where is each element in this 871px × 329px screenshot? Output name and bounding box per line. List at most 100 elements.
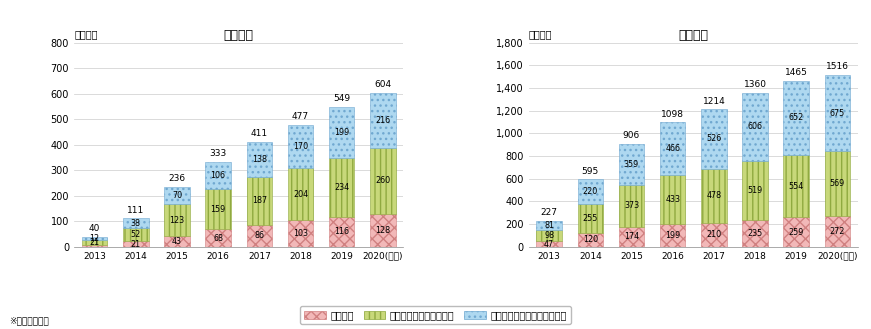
- Bar: [783, 217, 809, 247]
- Text: 106: 106: [211, 171, 226, 180]
- Text: 549: 549: [333, 94, 350, 103]
- Text: 433: 433: [665, 195, 680, 204]
- Text: 199: 199: [334, 128, 349, 137]
- Bar: [165, 187, 190, 204]
- Bar: [370, 214, 395, 247]
- Bar: [246, 142, 272, 177]
- Text: 170: 170: [293, 142, 308, 151]
- Text: 478: 478: [706, 191, 721, 200]
- Text: 116: 116: [334, 227, 349, 237]
- Bar: [370, 148, 395, 214]
- Text: 68: 68: [213, 234, 223, 242]
- Bar: [287, 125, 314, 168]
- Bar: [123, 241, 149, 247]
- Text: 1360: 1360: [744, 80, 766, 89]
- Bar: [618, 185, 645, 227]
- Bar: [537, 230, 562, 241]
- Bar: [329, 217, 354, 247]
- Text: 606: 606: [747, 122, 762, 132]
- Text: 1098: 1098: [661, 110, 684, 119]
- Bar: [701, 109, 726, 169]
- Text: （万台）: （万台）: [529, 29, 552, 39]
- Text: （万台）: （万台）: [74, 29, 98, 39]
- Text: ※法人市場含む: ※法人市場含む: [9, 317, 49, 326]
- Text: 138: 138: [252, 155, 267, 164]
- Bar: [82, 237, 107, 240]
- Text: 123: 123: [169, 215, 185, 225]
- Bar: [246, 177, 272, 225]
- Text: 569: 569: [830, 179, 845, 188]
- Text: 38: 38: [131, 219, 141, 228]
- Text: 204: 204: [293, 190, 308, 199]
- Text: 70: 70: [172, 191, 182, 200]
- Text: 411: 411: [251, 129, 268, 138]
- Bar: [660, 122, 685, 175]
- Bar: [206, 229, 231, 247]
- Bar: [660, 175, 685, 224]
- Text: 466: 466: [665, 144, 680, 153]
- Text: 272: 272: [830, 227, 845, 236]
- Bar: [165, 236, 190, 247]
- Text: 554: 554: [788, 182, 804, 190]
- Bar: [577, 233, 603, 247]
- Bar: [577, 204, 603, 233]
- Bar: [370, 93, 395, 148]
- Text: 675: 675: [830, 109, 845, 118]
- Text: 120: 120: [583, 236, 598, 244]
- Title: 【米国】: 【米国】: [679, 29, 708, 41]
- Text: 652: 652: [788, 113, 804, 122]
- Bar: [701, 223, 726, 247]
- Text: 260: 260: [375, 176, 390, 186]
- Text: 40: 40: [89, 224, 100, 233]
- Text: 235: 235: [747, 229, 763, 238]
- Bar: [742, 161, 767, 220]
- Bar: [329, 158, 354, 217]
- Bar: [742, 93, 767, 161]
- Text: 47: 47: [544, 240, 554, 249]
- Bar: [825, 151, 850, 216]
- Text: 220: 220: [583, 187, 598, 196]
- Text: 159: 159: [211, 205, 226, 214]
- Text: 519: 519: [747, 186, 763, 195]
- Bar: [825, 75, 850, 151]
- Bar: [246, 225, 272, 247]
- Text: 199: 199: [665, 231, 680, 240]
- Text: 21: 21: [90, 238, 99, 247]
- Bar: [123, 228, 149, 241]
- Text: 595: 595: [582, 167, 599, 176]
- Text: 128: 128: [375, 226, 390, 235]
- Text: 210: 210: [706, 230, 721, 240]
- Text: 12: 12: [90, 234, 99, 242]
- Text: 234: 234: [334, 183, 349, 192]
- Text: 111: 111: [127, 206, 145, 215]
- Title: 【日本】: 【日本】: [224, 29, 253, 41]
- Text: 526: 526: [706, 135, 721, 143]
- Text: 216: 216: [375, 116, 390, 125]
- Text: 103: 103: [293, 229, 308, 238]
- Text: 604: 604: [375, 80, 391, 89]
- Text: 227: 227: [541, 208, 557, 217]
- Text: 255: 255: [583, 214, 598, 223]
- Bar: [82, 240, 107, 245]
- Bar: [537, 221, 562, 230]
- Text: 477: 477: [292, 113, 309, 121]
- Text: 43: 43: [172, 237, 182, 246]
- Text: 1214: 1214: [702, 96, 726, 106]
- Text: 236: 236: [168, 174, 186, 183]
- Text: 21: 21: [131, 240, 141, 249]
- Bar: [577, 179, 603, 204]
- Bar: [825, 216, 850, 247]
- Bar: [742, 220, 767, 247]
- Bar: [287, 168, 314, 220]
- Text: 86: 86: [254, 231, 264, 240]
- Bar: [618, 227, 645, 247]
- Text: 359: 359: [624, 160, 639, 169]
- Bar: [123, 218, 149, 228]
- Text: 333: 333: [210, 149, 226, 158]
- Text: 373: 373: [624, 201, 639, 211]
- Bar: [660, 224, 685, 247]
- Bar: [329, 107, 354, 158]
- Text: 1516: 1516: [826, 62, 849, 71]
- Bar: [618, 144, 645, 185]
- Bar: [287, 220, 314, 247]
